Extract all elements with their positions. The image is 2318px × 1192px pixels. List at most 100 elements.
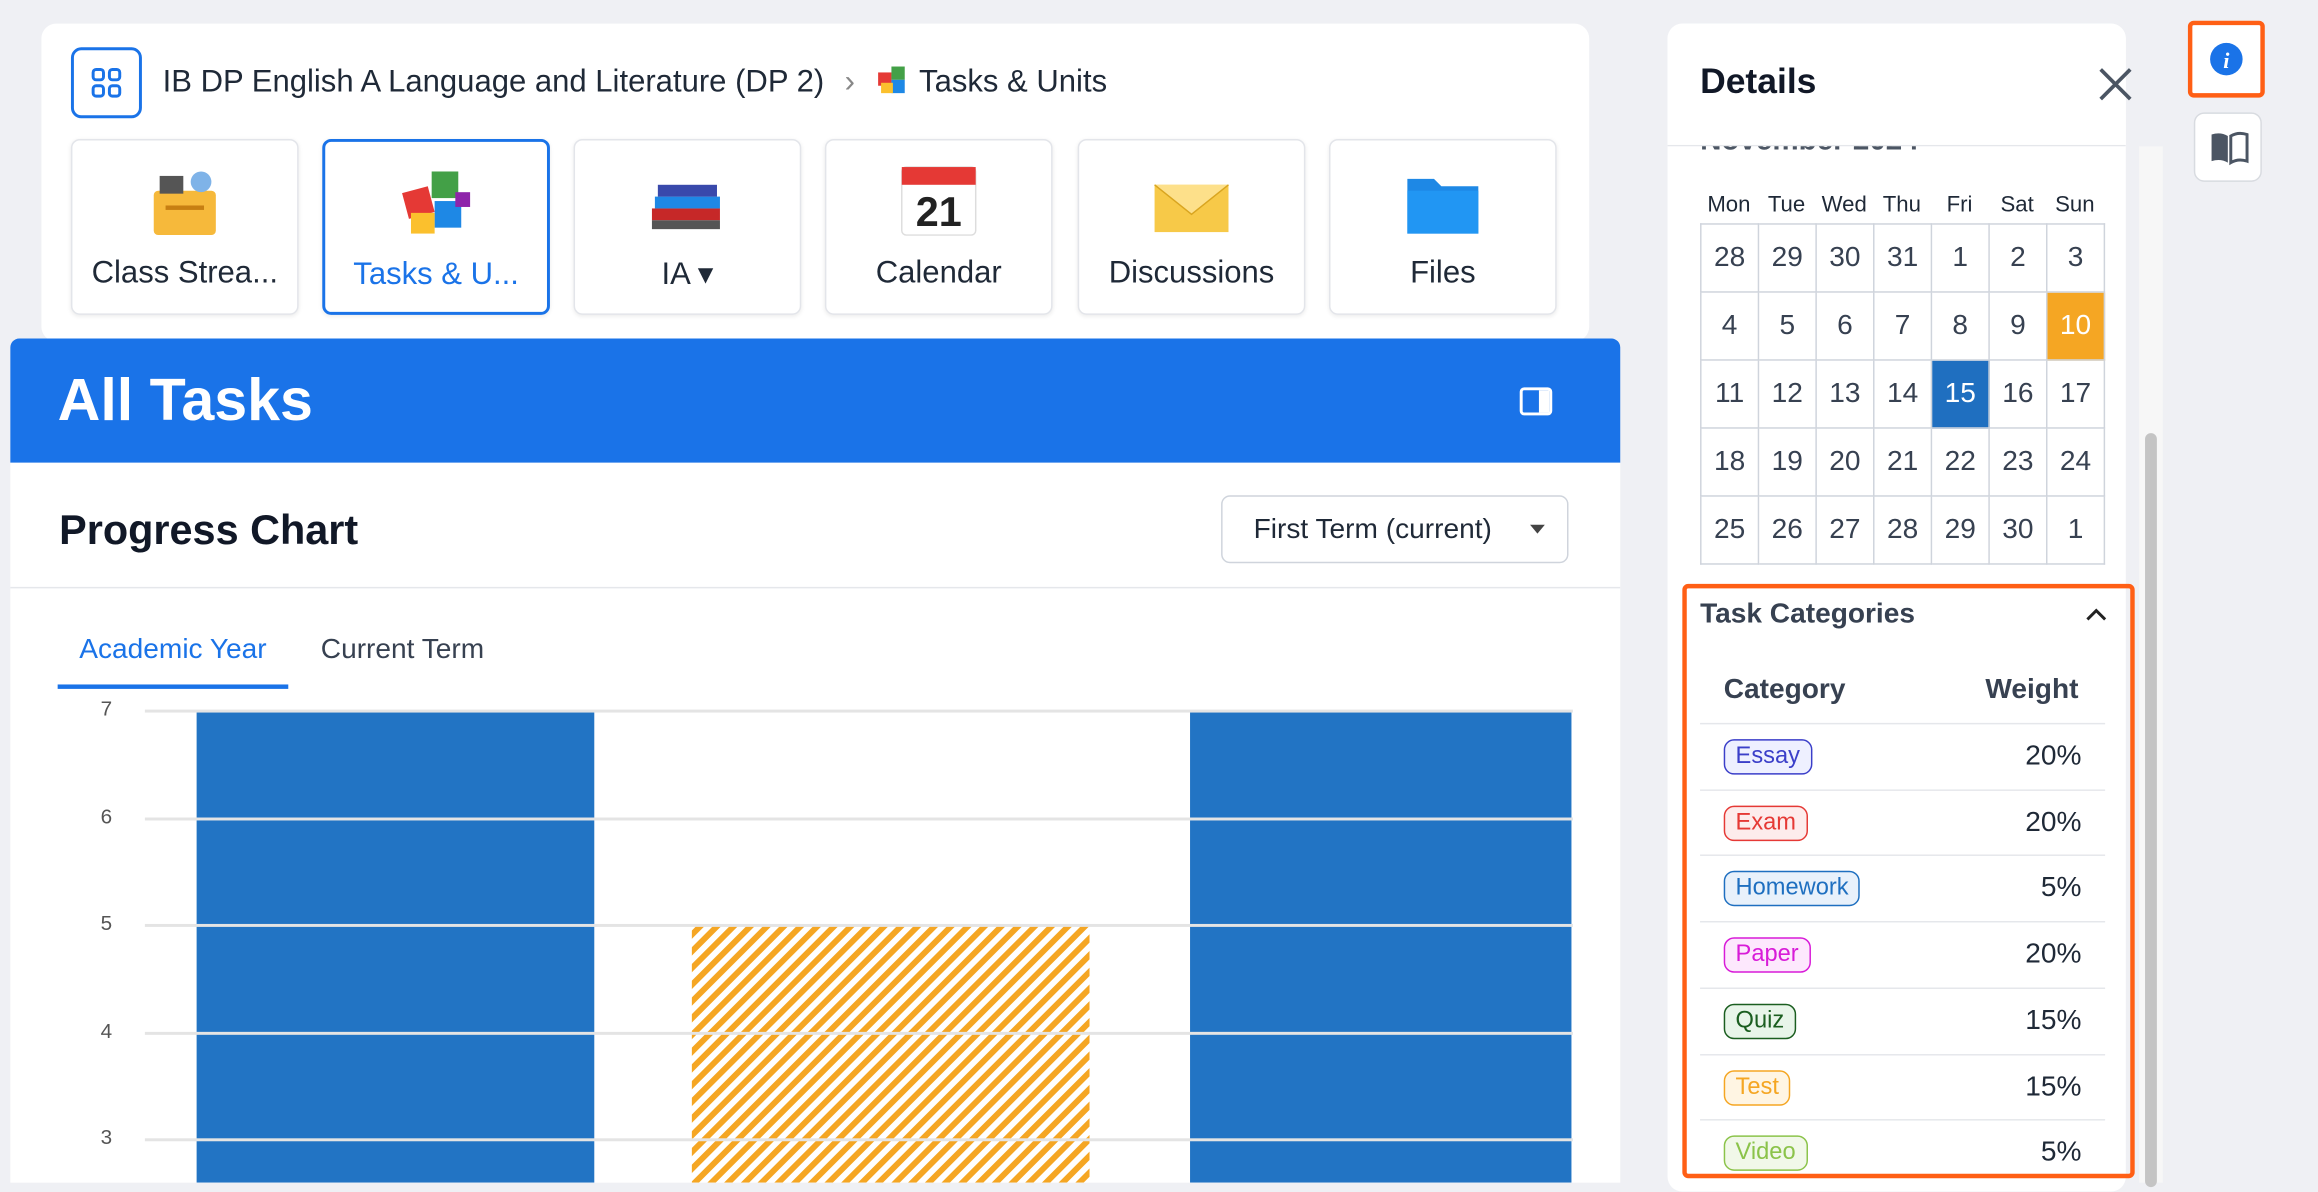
bar-2[interactable] xyxy=(691,925,1090,1183)
gridline xyxy=(144,1031,1573,1035)
category-weight: 20% xyxy=(2025,938,2082,970)
calendar-day[interactable]: 28 xyxy=(1873,495,1933,565)
calendar-day[interactable]: 17 xyxy=(2045,359,2106,429)
category-weight: 15% xyxy=(2025,1071,2082,1103)
puzzle-icon xyxy=(878,66,906,94)
term-select[interactable]: First Term (current) xyxy=(1221,495,1569,564)
weekday-label: Wed xyxy=(1821,192,1867,218)
close-icon xyxy=(2099,68,2132,101)
category-weight: 15% xyxy=(2025,1004,2082,1037)
close-button[interactable] xyxy=(2095,64,2136,105)
bar-3[interactable] xyxy=(1190,711,1572,1183)
grid-icon xyxy=(91,68,122,98)
calendar-day[interactable]: 29 xyxy=(1930,495,1990,565)
calendar-day[interactable]: 1 xyxy=(2045,495,2106,565)
calendar-day[interactable]: 4 xyxy=(1700,291,1760,361)
gridline xyxy=(144,923,1573,927)
tile-discussions[interactable]: Discussions xyxy=(1077,138,1306,315)
tile-class-stream[interactable]: Class Strea... xyxy=(70,138,299,315)
book-icon xyxy=(2211,131,2249,166)
tile-label: Tasks & U... xyxy=(353,257,519,292)
column-category: Category xyxy=(1723,674,1846,706)
calendar-day[interactable]: 31 xyxy=(1873,223,1933,293)
calendar-day[interactable]: 1 xyxy=(1930,223,1990,293)
weekday-label: Thu xyxy=(1882,192,1921,218)
tile-label: Files xyxy=(1410,255,1476,290)
progress-bar-chart xyxy=(196,711,1572,1183)
details-title: Details xyxy=(1700,62,1817,103)
calendar-day[interactable]: 14 xyxy=(1873,359,1933,429)
bar-1[interactable] xyxy=(196,711,595,1183)
task-categories-section xyxy=(1682,583,2135,1179)
tile-tasks-units[interactable]: Tasks & U... xyxy=(322,138,550,315)
weekday-label: Sun xyxy=(2055,192,2095,218)
calendar-day[interactable]: 29 xyxy=(1757,223,1817,293)
category-row: Test 15% xyxy=(1700,1053,2106,1120)
category-badge: Quiz xyxy=(1723,1003,1797,1039)
calendar-day[interactable]: 27 xyxy=(1815,495,1875,565)
details-panel xyxy=(1667,23,2126,1192)
tab-academic-year[interactable]: Academic Year xyxy=(57,634,289,689)
class-stream-icon xyxy=(153,171,216,236)
divider xyxy=(10,586,1621,589)
calendar-day[interactable]: 15 xyxy=(1930,359,1990,429)
tile-label: IA ▾ xyxy=(661,257,714,292)
tile-label: Discussions xyxy=(1108,255,1275,290)
gridline xyxy=(144,709,1573,713)
calendar-day[interactable]: 2 xyxy=(1988,223,2048,293)
calendar-day[interactable]: 6 xyxy=(1815,291,1875,361)
category-row: Essay 20% xyxy=(1700,722,2106,790)
category-row: Quiz 15% xyxy=(1700,987,2106,1054)
book-button[interactable] xyxy=(2193,112,2262,182)
tile-ia[interactable]: IA ▾ xyxy=(573,138,802,315)
category-row: Exam 20% xyxy=(1700,788,2106,856)
calendar-day[interactable]: 3 xyxy=(2045,223,2106,293)
calendar-day[interactable]: 9 xyxy=(1988,291,2048,361)
term-select-value: First Term (current) xyxy=(1253,514,1492,546)
calendar-day[interactable]: 5 xyxy=(1757,291,1817,361)
weekday-label: Tue xyxy=(1767,192,1806,218)
gridline xyxy=(144,816,1573,820)
calendar-day[interactable]: 24 xyxy=(2045,427,2106,497)
breadcrumb: IB DP English A Language and Literature … xyxy=(163,64,1107,101)
calendar-day[interactable]: 20 xyxy=(1815,427,1875,497)
tab-current-term[interactable]: Current Term xyxy=(321,634,484,667)
breadcrumb-course[interactable]: IB DP English A Language and Literature … xyxy=(162,65,825,100)
toggle-panel-button[interactable] xyxy=(1519,387,1553,416)
calendar-day[interactable]: 11 xyxy=(1700,359,1760,429)
category-badge: Essay xyxy=(1723,739,1812,775)
calendar-day[interactable]: 18 xyxy=(1700,427,1760,497)
calendar-day[interactable]: 8 xyxy=(1930,291,1990,361)
calendar-day[interactable]: 30 xyxy=(1988,495,2048,565)
category-badge: Paper xyxy=(1723,937,1811,973)
details-header xyxy=(1667,23,2126,147)
scrollbar-thumb[interactable] xyxy=(2145,433,2157,1188)
calendar-day[interactable]: 21 xyxy=(1873,427,1933,497)
calendar-day[interactable]: 10 xyxy=(2045,291,2106,361)
category-row: Homework 5% xyxy=(1700,855,2106,922)
category-badge: Homework xyxy=(1723,871,1861,907)
info-button[interactable]: i xyxy=(2187,20,2265,98)
category-badge: Test xyxy=(1723,1069,1791,1106)
calendar-day[interactable]: 13 xyxy=(1815,359,1875,429)
category-badge: Exam xyxy=(1723,805,1808,841)
calendar-day[interactable]: 28 xyxy=(1700,223,1760,293)
tile-files[interactable]: Files xyxy=(1329,138,1557,315)
calendar-day[interactable]: 25 xyxy=(1700,495,1760,565)
apps-button[interactable] xyxy=(70,47,142,119)
calendar-day[interactable]: 12 xyxy=(1757,359,1817,429)
scrollbar-track[interactable] xyxy=(2139,146,2163,1188)
books-icon xyxy=(651,184,720,230)
calendar-day[interactable]: 26 xyxy=(1757,495,1817,565)
chevron-up-icon[interactable] xyxy=(2084,606,2108,624)
calendar-day[interactable]: 19 xyxy=(1757,427,1817,497)
calendar-day[interactable]: 22 xyxy=(1930,427,1990,497)
calendar-day[interactable]: 7 xyxy=(1873,291,1933,361)
calendar-day[interactable]: 30 xyxy=(1815,223,1875,293)
svg-text:i: i xyxy=(2223,48,2230,73)
calendar-day[interactable]: 16 xyxy=(1988,359,2048,429)
tile-calendar[interactable]: 21 Calendar xyxy=(824,138,1053,315)
category-badge: Video xyxy=(1723,1135,1808,1172)
calendar-day[interactable]: 23 xyxy=(1988,427,2048,497)
task-categories-title[interactable]: Task Categories xyxy=(1700,598,1916,630)
